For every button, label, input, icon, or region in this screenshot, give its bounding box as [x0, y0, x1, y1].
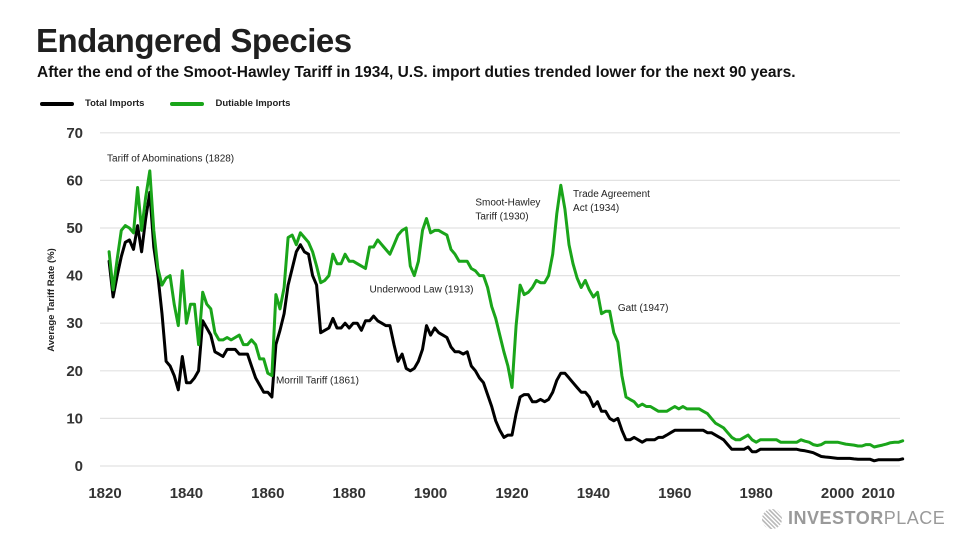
annotation-label: Tariff (1930)	[475, 211, 528, 222]
x-tick-label: 1860	[251, 485, 284, 502]
y-tick-label: 70	[66, 125, 83, 142]
y-axis-ticks: 0 10 20 30 40 50 60 70	[66, 125, 83, 475]
legend-swatch-dutiable-imports	[170, 101, 205, 106]
legend-label-total-imports: Total Imports	[85, 98, 145, 109]
annotation-label: Morrill Tariff (1861)	[276, 376, 359, 387]
legend-swatch-total-imports	[40, 101, 74, 106]
x-tick-label: 1960	[658, 485, 691, 502]
x-tick-label: 1900	[414, 485, 447, 502]
logo-text-bold: INVESTOR	[788, 508, 884, 528]
annotations: Tariff of Abominations (1828) Morrill Tar…	[107, 153, 668, 386]
annotation-label: Tariff of Abominations (1828)	[107, 153, 234, 164]
y-tick-label: 40	[66, 268, 83, 285]
x-tick-label: 2010	[862, 485, 895, 502]
series-line-total-imports	[107, 190, 905, 463]
annotation-label: Trade Agreement	[573, 189, 650, 200]
x-tick-label: 1980	[740, 485, 773, 502]
x-tick-label: 1820	[88, 485, 121, 502]
x-axis-ticks: 1820 1840 1860 1880 1900 1920 1940 1960 1980 2000…	[88, 485, 895, 502]
x-tick-label: 1840	[170, 485, 203, 502]
y-tick-label: 50	[66, 220, 83, 237]
legend-item-total-imports: Total Imports	[40, 98, 144, 109]
chart-subtitle: After the end of the Smoot-Hawley Tariff…	[37, 64, 796, 81]
x-tick-label: 2000	[821, 485, 854, 502]
y-tick-label: 30	[66, 315, 83, 332]
series-line-dutiable-imports	[107, 169, 905, 449]
annotation-label: Underwood Law (1913)	[370, 285, 474, 296]
investorplace-logo: INVESTOR PLACE	[762, 508, 945, 529]
legend-label-dutiable-imports: Dutiable Imports	[215, 98, 291, 109]
y-tick-label: 10	[66, 410, 83, 427]
legend-item-dutiable-imports: Dutiable Imports	[170, 98, 290, 109]
y-tick-label: 0	[75, 458, 83, 475]
series-lines	[107, 169, 905, 463]
y-tick-label: 60	[66, 172, 83, 189]
x-tick-label: 1920	[495, 485, 528, 502]
x-tick-label: 1940	[577, 485, 610, 502]
annotation-label: Gatt (1947)	[618, 303, 669, 314]
legend: Total Imports Dutiable Imports	[40, 98, 316, 109]
x-tick-label: 1880	[333, 485, 366, 502]
chart-title: Endangered Species	[36, 22, 352, 59]
annotation-label: Smoot-Hawley	[475, 198, 540, 209]
globe-icon	[762, 508, 782, 529]
logo-text-light: PLACE	[883, 508, 946, 528]
y-tick-label: 20	[66, 363, 83, 380]
gridlines	[100, 132, 900, 467]
annotation-label: Act (1934)	[573, 203, 619, 214]
y-axis-label: Average Tariff Rate (%)	[46, 248, 57, 351]
